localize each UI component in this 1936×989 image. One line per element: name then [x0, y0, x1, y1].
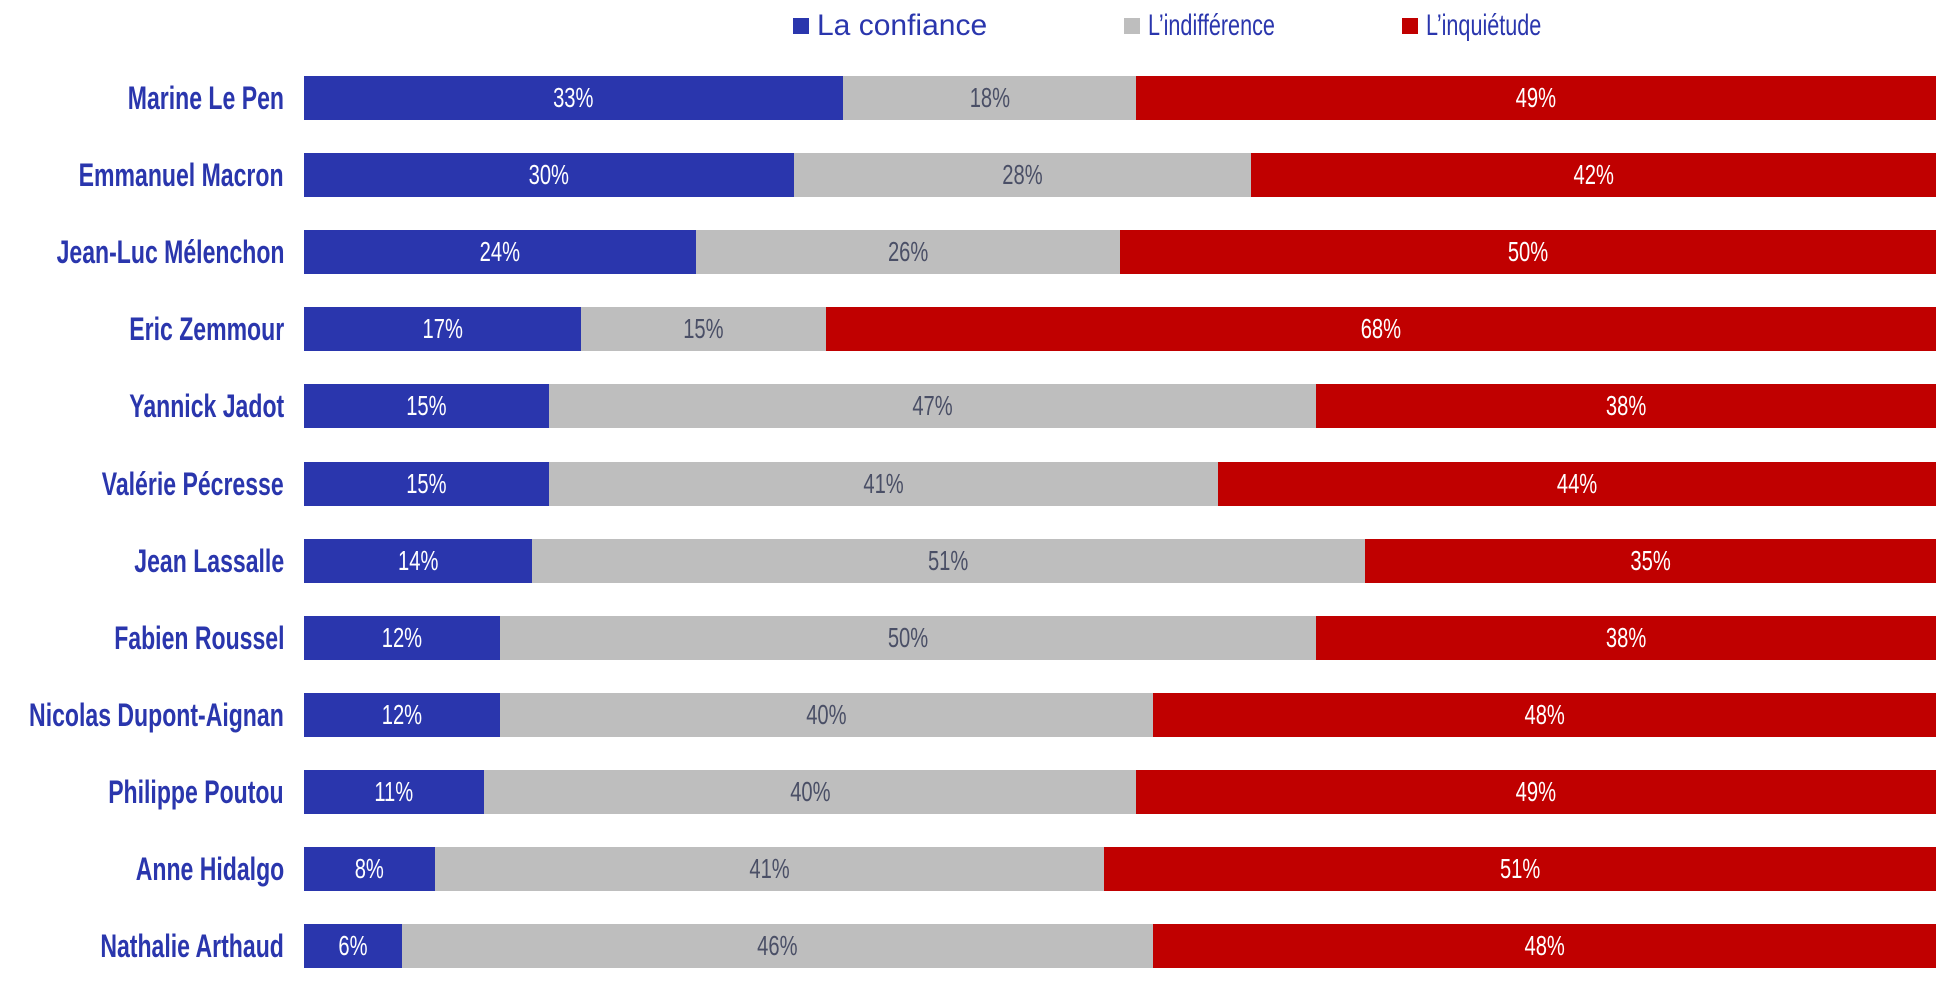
data-label: 15%: [406, 467, 447, 499]
data-label: 41%: [863, 467, 904, 499]
bar-segment: [581, 307, 827, 352]
data-label: 38%: [1605, 390, 1647, 422]
category-label: Eric Zemmour: [129, 311, 284, 348]
category-label: Yannick Jadot: [129, 388, 284, 425]
bar-segment: [434, 847, 1104, 891]
data-label: 11%: [374, 775, 414, 807]
data-label: 49%: [1515, 775, 1557, 807]
data-label: 42%: [1573, 159, 1614, 191]
data-label: 18%: [969, 82, 1010, 113]
data-label: 50%: [887, 621, 928, 653]
data-label: 41%: [748, 853, 790, 884]
bar-segment: [548, 461, 1218, 506]
bar-segment: [304, 692, 500, 737]
category-label: Jean-Luc Mélenchon: [56, 234, 284, 271]
bar-segment: [1136, 76, 1936, 120]
category-label: Valérie Pécresse: [102, 465, 284, 502]
bar-segment: [826, 307, 1936, 352]
category-label: Jean Lassalle: [134, 542, 284, 579]
data-label: 26%: [887, 236, 928, 268]
bar-segment: [532, 538, 1365, 583]
category-label: Emmanuel Macron: [79, 157, 284, 194]
category-label: Nicolas Dupont-Aignan: [29, 696, 284, 733]
legend-item: L’indifférence: [1124, 8, 1324, 44]
bar-segment: [304, 769, 484, 814]
data-label: 6%: [338, 930, 368, 962]
legend-item: L’inquiétude: [1402, 8, 1586, 44]
data-label: 35%: [1630, 544, 1671, 576]
bar-segment: [695, 230, 1120, 275]
bar-segment: [304, 847, 435, 891]
data-label: 15%: [406, 390, 447, 422]
bar-segment: [1103, 847, 1936, 891]
data-label: 50%: [1507, 236, 1549, 268]
data-label: 51%: [928, 544, 969, 576]
bar-segment: [793, 153, 1251, 198]
data-label: 17%: [422, 313, 463, 345]
data-label: 46%: [757, 930, 798, 962]
bar-segment: [304, 615, 500, 660]
bar-segment: [483, 769, 1137, 814]
data-label: 49%: [1515, 82, 1557, 113]
category-label: Fabien Roussel: [113, 619, 284, 656]
data-label: 12%: [381, 621, 423, 653]
bar-segment: [499, 615, 1316, 660]
legend-label: La confiance: [817, 9, 988, 42]
category-label: Anne Hidalgo: [135, 851, 284, 887]
data-label: 68%: [1360, 313, 1402, 345]
bar-segment: [1315, 384, 1936, 429]
data-label: 8%: [354, 853, 384, 884]
data-label: 33%: [553, 82, 594, 113]
bar-segment: [1315, 615, 1936, 660]
data-label: 30%: [528, 159, 569, 191]
bar-segment: [304, 461, 549, 506]
data-label: 12%: [381, 698, 423, 730]
data-label: 51%: [1499, 853, 1540, 884]
category-label: Philippe Poutou: [108, 773, 284, 810]
data-label: 44%: [1556, 467, 1598, 499]
legend-label: L’inquiétude: [1426, 9, 1542, 42]
data-label: 47%: [912, 390, 953, 422]
data-label: 24%: [479, 236, 521, 268]
bar-segment: [842, 76, 1137, 120]
data-label: 40%: [806, 698, 847, 730]
category-label: Nathalie Arthaud: [100, 928, 284, 965]
bar-segment: [304, 230, 696, 275]
data-label: 14%: [398, 544, 439, 576]
legend-swatch: [1124, 18, 1140, 34]
legend-item: La confiance: [793, 8, 987, 44]
bar-segment: [401, 924, 1153, 969]
data-label: 38%: [1605, 621, 1647, 653]
data-label: 40%: [789, 775, 831, 807]
data-label: 48%: [1524, 930, 1565, 962]
data-label: 48%: [1524, 698, 1565, 730]
bar-segment: [1364, 538, 1936, 583]
bar-segment: [1217, 461, 1936, 506]
legend-swatch: [1402, 18, 1418, 34]
bar-segment: [304, 384, 549, 429]
bar-segment: [1136, 769, 1936, 814]
category-label: Marine Le Pen: [127, 80, 284, 116]
bar-segment: [304, 153, 794, 198]
bar-segment: [499, 692, 1153, 737]
data-label: 15%: [683, 313, 725, 345]
bar-segment: [304, 538, 533, 583]
data-label: 28%: [1001, 159, 1043, 191]
bar-segment: [1250, 153, 1936, 198]
legend-swatch: [793, 18, 809, 34]
bar-segment: [548, 384, 1316, 429]
bar-segment: [304, 924, 402, 969]
bar-segment: [304, 76, 843, 120]
bar-segment: [1120, 230, 1936, 275]
legend-label: L’indifférence: [1148, 9, 1275, 42]
bar-segment: [1152, 692, 1936, 737]
bar-segment: [1152, 924, 1936, 969]
bar-segment: [304, 307, 582, 352]
